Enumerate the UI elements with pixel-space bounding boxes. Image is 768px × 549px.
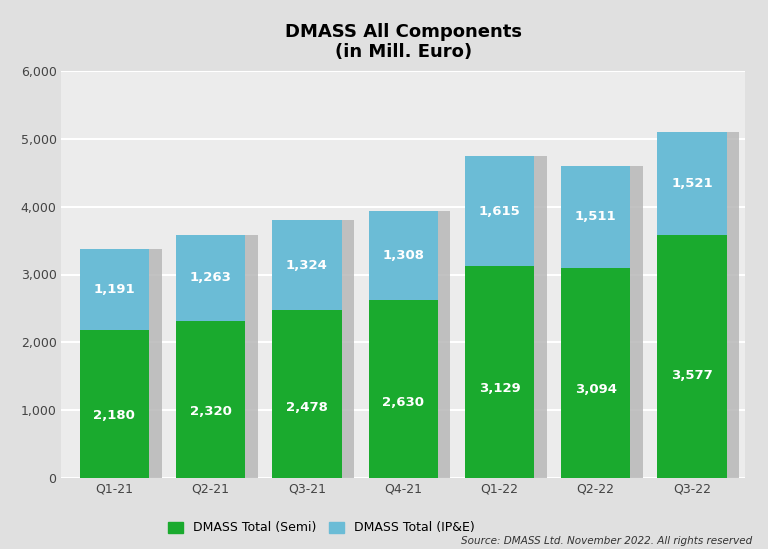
Text: 1,615: 1,615 — [478, 205, 521, 217]
Bar — [465, 156, 534, 266]
Bar — [369, 300, 438, 478]
Bar — [369, 211, 438, 300]
Bar — [285, 220, 354, 481]
Text: 2,180: 2,180 — [94, 409, 135, 422]
Bar — [188, 235, 258, 481]
Bar — [561, 268, 631, 478]
Text: Source: DMASS Ltd. November 2022. All rights reserved: Source: DMASS Ltd. November 2022. All ri… — [462, 536, 753, 546]
Title: DMASS All Components
(in Mill. Euro): DMASS All Components (in Mill. Euro) — [285, 23, 521, 61]
Bar — [92, 249, 161, 481]
Bar — [80, 330, 149, 478]
Text: 1,511: 1,511 — [575, 210, 617, 223]
Text: 1,324: 1,324 — [286, 259, 328, 272]
Bar — [657, 132, 727, 236]
Text: 2,630: 2,630 — [382, 396, 424, 410]
Bar — [176, 235, 245, 321]
Text: 3,129: 3,129 — [478, 382, 521, 395]
Text: 2,478: 2,478 — [286, 401, 328, 413]
Text: 1,308: 1,308 — [382, 249, 424, 262]
Bar — [273, 310, 342, 478]
Text: 1,521: 1,521 — [671, 177, 713, 191]
Text: 1,263: 1,263 — [190, 271, 232, 284]
Bar — [657, 236, 727, 478]
Legend: DMASS Total (Semi), DMASS Total (IP&E): DMASS Total (Semi), DMASS Total (IP&E) — [163, 517, 479, 539]
Bar — [561, 166, 631, 268]
Text: 2,320: 2,320 — [190, 405, 232, 418]
Bar — [273, 220, 342, 310]
Text: 1,191: 1,191 — [94, 283, 135, 296]
Bar — [670, 132, 739, 481]
Text: 3,577: 3,577 — [671, 369, 713, 383]
Bar — [478, 156, 547, 481]
Bar — [80, 249, 149, 330]
Bar — [381, 211, 450, 481]
Bar — [465, 266, 534, 478]
Bar — [176, 321, 245, 478]
Text: 3,094: 3,094 — [574, 383, 617, 396]
Bar — [574, 166, 643, 481]
